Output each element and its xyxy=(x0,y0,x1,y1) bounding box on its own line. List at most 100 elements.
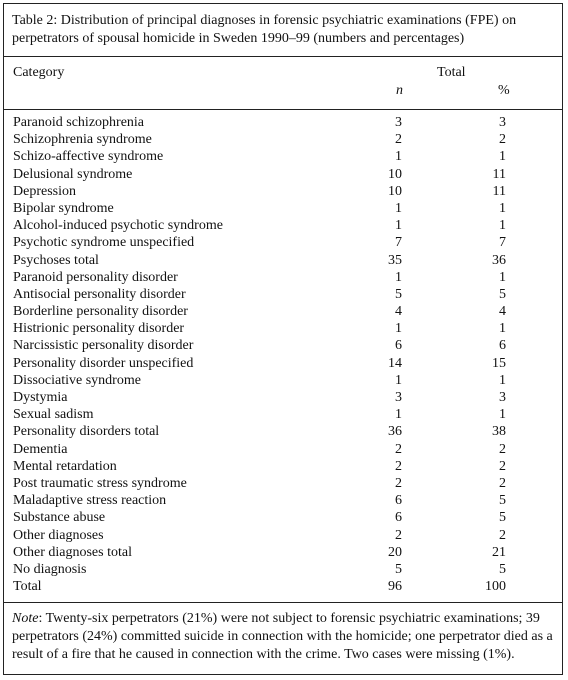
row-category: Bipolar syndrome xyxy=(13,200,114,216)
table-row: Total 96 100 xyxy=(4,578,562,595)
table-row: Dystymia 3 3 xyxy=(4,389,562,406)
note-label: Note xyxy=(12,611,39,626)
row-n: 1 xyxy=(395,407,402,423)
row-n: 4 xyxy=(395,304,402,320)
table-row: Sexual sadism 1 1 xyxy=(4,406,562,423)
header-total: Total xyxy=(437,65,466,80)
row-n: 35 xyxy=(388,252,402,268)
table-row: Depression 10 11 xyxy=(4,183,562,200)
header-divider xyxy=(4,109,562,110)
row-percent: 1 xyxy=(499,218,506,234)
row-n: 2 xyxy=(395,475,402,491)
row-category: Other diagnoses xyxy=(13,527,104,543)
row-n: 5 xyxy=(395,561,402,577)
table-frame: Table 2: Distribution of principal diagn… xyxy=(3,3,563,675)
row-percent: 7 xyxy=(499,235,506,251)
table-row: Dissociative syndrome 1 1 xyxy=(4,372,562,389)
row-percent: 15 xyxy=(492,355,506,371)
row-category: Substance abuse xyxy=(13,510,106,526)
table-row: Personality disorders total 36 38 xyxy=(4,423,562,440)
row-category: Total xyxy=(13,579,42,595)
table-row: Personality disorder unspecified 14 15 xyxy=(4,355,562,372)
row-n: 2 xyxy=(395,527,402,543)
table-row: Bipolar syndrome 1 1 xyxy=(4,200,562,217)
row-n: 36 xyxy=(388,424,402,440)
row-category: Mental retardation xyxy=(13,458,117,474)
table-row: Dementia 2 2 xyxy=(4,441,562,458)
row-n: 3 xyxy=(395,390,402,405)
row-percent: 5 xyxy=(499,510,506,526)
row-n: 1 xyxy=(395,269,402,285)
row-percent: 11 xyxy=(492,183,506,199)
row-category: Personality disorders total xyxy=(13,424,160,440)
row-category: Histrionic personality disorder xyxy=(13,321,185,337)
row-n: 7 xyxy=(395,235,402,251)
row-percent: 2 xyxy=(499,458,506,474)
row-category: Borderline personality disorder xyxy=(13,304,188,320)
row-percent: 5 xyxy=(499,286,506,302)
table-row: Narcissistic personality disorder 6 6 xyxy=(4,337,562,354)
table-row: No diagnosis 5 5 xyxy=(4,561,562,578)
row-percent: 1 xyxy=(499,200,506,216)
header-category: Category xyxy=(13,65,65,80)
row-n: 6 xyxy=(395,510,402,526)
footer-divider xyxy=(4,602,562,603)
table-row: Delusional syndrome 10 11 xyxy=(4,166,562,183)
table-row: Psychotic syndrome unspecified 7 7 xyxy=(4,234,562,251)
row-percent: 100 xyxy=(485,579,506,595)
row-n: 10 xyxy=(388,166,402,182)
table-caption: Table 2: Distribution of principal diagn… xyxy=(12,13,517,46)
row-n: 14 xyxy=(388,355,402,371)
row-n: 96 xyxy=(388,579,402,595)
header-n: n xyxy=(396,83,403,98)
row-category: Post traumatic stress syndrome xyxy=(13,475,187,491)
row-n: 1 xyxy=(395,321,402,337)
table-row: Paranoid schizophrenia 3 3 xyxy=(4,114,562,131)
row-percent: 11 xyxy=(492,166,506,182)
row-category: Paranoid personality disorder xyxy=(13,269,178,285)
row-n: 3 xyxy=(395,115,402,130)
row-percent: 2 xyxy=(499,132,506,148)
row-percent: 3 xyxy=(499,390,506,405)
row-percent: 1 xyxy=(499,407,506,423)
table-row: Post traumatic stress syndrome 2 2 xyxy=(4,475,562,492)
row-n: 1 xyxy=(395,372,402,388)
header-percent: % xyxy=(498,83,510,98)
row-percent: 5 xyxy=(499,493,506,509)
row-category: Narcissistic personality disorder xyxy=(13,338,194,354)
row-percent: 21 xyxy=(492,544,506,560)
table-note: Note: Twenty-six perpetrators (21%) were… xyxy=(12,610,560,664)
row-percent: 5 xyxy=(499,561,506,577)
row-n: 5 xyxy=(395,286,402,302)
row-category: Schizophrenia syndrome xyxy=(13,132,152,148)
row-percent: 3 xyxy=(499,115,506,130)
row-n: 1 xyxy=(395,149,402,165)
row-percent: 1 xyxy=(499,269,506,285)
row-category: Delusional syndrome xyxy=(13,166,133,182)
row-category: Sexual sadism xyxy=(13,407,94,423)
table-row: Schizo-affective syndrome 1 1 xyxy=(4,148,562,165)
row-category: Psychotic syndrome unspecified xyxy=(13,235,195,251)
row-category: Dementia xyxy=(13,441,68,457)
table-row: Paranoid personality disorder 1 1 xyxy=(4,269,562,286)
row-n: 6 xyxy=(395,493,402,509)
row-n: 6 xyxy=(395,338,402,354)
table-row: Alcohol-induced psychotic syndrome 1 1 xyxy=(4,217,562,234)
row-percent: 2 xyxy=(499,527,506,543)
row-n: 20 xyxy=(388,544,402,560)
row-n: 10 xyxy=(388,183,402,199)
table-row: Borderline personality disorder 4 4 xyxy=(4,303,562,320)
row-category: Psychoses total xyxy=(13,252,99,268)
row-category: No diagnosis xyxy=(13,561,87,577)
table-row: Other diagnoses 2 2 xyxy=(4,527,562,544)
row-category: Antisocial personality disorder xyxy=(13,286,186,302)
row-category: Dissociative syndrome xyxy=(13,372,141,388)
row-percent: 1 xyxy=(499,321,506,337)
row-category: Personality disorder unspecified xyxy=(13,355,194,371)
row-category: Paranoid schizophrenia xyxy=(13,115,145,130)
note-text: : Twenty-six perpetrators (21%) were not… xyxy=(12,611,553,662)
row-n: 2 xyxy=(395,441,402,457)
row-category: Schizo-affective syndrome xyxy=(13,149,164,165)
row-percent: 6 xyxy=(499,338,506,354)
table-body: Paranoid schizophrenia 3 3 Schizophrenia sy… xyxy=(4,114,562,595)
